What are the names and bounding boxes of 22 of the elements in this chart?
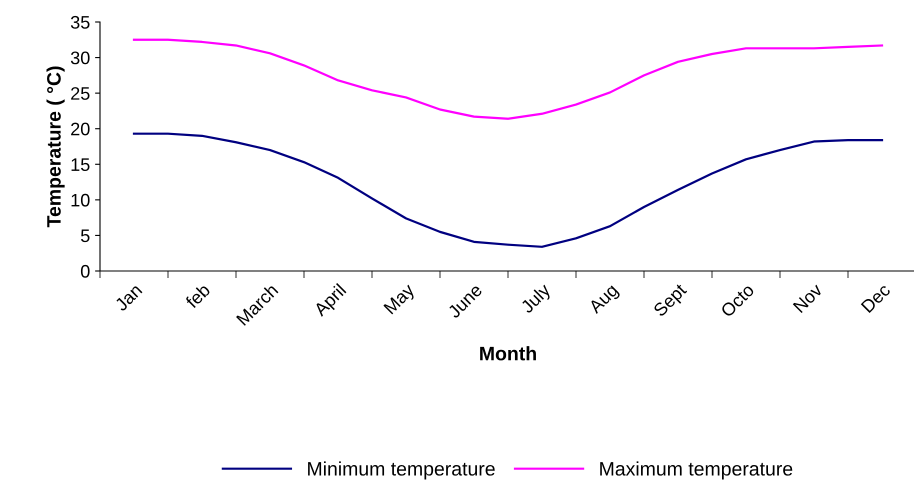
y-tick-label: 5 — [80, 230, 90, 242]
x-tick-label: Jan — [114, 283, 143, 312]
y-tick-label: 25 — [71, 87, 90, 100]
y-tick-label: 10 — [72, 194, 90, 207]
x-axis-title: Month — [480, 346, 536, 360]
y-tick-label: 20 — [71, 122, 90, 136]
legend-label: Minimum temperature — [308, 461, 495, 480]
line-series — [132, 132, 884, 248]
x-tick-label: Octo — [720, 282, 755, 318]
y-tick-label: 35 — [70, 16, 90, 29]
line-series — [132, 38, 884, 120]
y-axis-title: Temperature ( °C) — [46, 66, 65, 228]
x-tick-label: Nov — [792, 282, 824, 314]
x-tick-label: feb — [184, 282, 211, 310]
x-tick-label: Dec — [860, 282, 892, 314]
y-tick-label: 15 — [72, 158, 90, 172]
legend-label: Maximum temperature — [600, 461, 792, 480]
x-tick-label: July — [519, 282, 554, 317]
y-tick-label: 30 — [70, 52, 90, 64]
x-tick-label: May — [383, 282, 418, 318]
y-tick-label: 0 — [80, 264, 90, 278]
x-tick-label: Aug — [588, 283, 622, 317]
